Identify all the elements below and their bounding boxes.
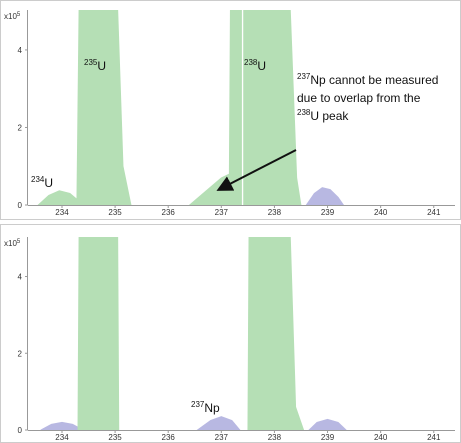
arrow [216,149,297,191]
annotation-text: U [44,176,53,190]
plot: 234 235 236 237 238 239 240 241 0 2 4 x105 [4,10,455,217]
y-unit-exp: 5 [17,239,21,245]
y-unit: x105 [4,12,21,21]
plot: 234 235 236 237 238 239 240 241 0 2 4 x105 [4,237,455,442]
x-tick-label: 238 [268,208,282,217]
peak-area [37,10,132,206]
x-tick-label: 238 [268,433,282,442]
annotation: 238U [244,58,266,73]
y-tick-label: 0 [18,426,23,435]
y-tick-label: 4 [18,273,23,282]
annotation-text: U [257,59,266,73]
annotation-text: Np [204,401,220,415]
peak-area [196,416,241,431]
x-tick-label: 241 [427,208,441,217]
x-tick-label: 241 [427,433,441,442]
annotation-text: U [97,59,106,73]
x-tick-label: 234 [55,433,69,442]
panel-frame [0,224,461,443]
y-unit-exp: 5 [17,12,21,18]
y-tick-label: 2 [18,123,23,132]
x-tick-label: 235 [108,433,122,442]
annotation-text: due to overlap from the [297,91,421,105]
annotation-sup: 238 [244,58,258,67]
y-tick-label: 4 [18,46,23,55]
annotation: due to overlap from the [297,91,421,105]
annotation: 235U [84,58,106,73]
x-tick-label: 237 [215,208,229,217]
annotation: 238U peak [297,108,349,123]
y-unit-base: x10 [4,239,17,248]
annotation-text: U peak [310,109,349,123]
annotation-sup: 235 [84,58,98,67]
y-tick-label: 0 [18,201,23,210]
x-tick-label: 237 [215,433,229,442]
annotation: 234U [31,175,53,190]
annotation: 237Np cannot be measured [297,72,438,87]
peak-area [307,418,348,431]
plot-area [40,237,348,431]
x-tick-label: 240 [374,433,388,442]
y-unit-base: x10 [4,12,17,21]
x-tick-label: 236 [162,208,176,217]
annotation-sup: 238 [297,108,311,117]
x-tick-label: 239 [321,208,335,217]
x-tick-label: 239 [321,433,335,442]
peak-area [188,10,242,206]
x-tick-label: 240 [374,208,388,217]
annotation-text: Np cannot be measured [310,73,438,87]
peak-area [77,237,120,431]
peak-area [247,237,305,431]
annotation-sup: 237 [191,400,205,409]
peak-area [305,187,345,206]
x-tick-label: 234 [55,208,69,217]
annotation-sup: 234 [31,175,45,184]
y-unit: x105 [4,239,21,248]
x-tick-label: 235 [108,208,122,217]
peak-area [243,10,302,206]
annotation: 237Np [191,400,220,415]
y-tick-label: 2 [18,349,23,358]
plot-area [37,10,345,206]
annotation-sup: 237 [297,72,311,81]
peak-area [40,421,84,431]
x-tick-label: 236 [162,433,176,442]
